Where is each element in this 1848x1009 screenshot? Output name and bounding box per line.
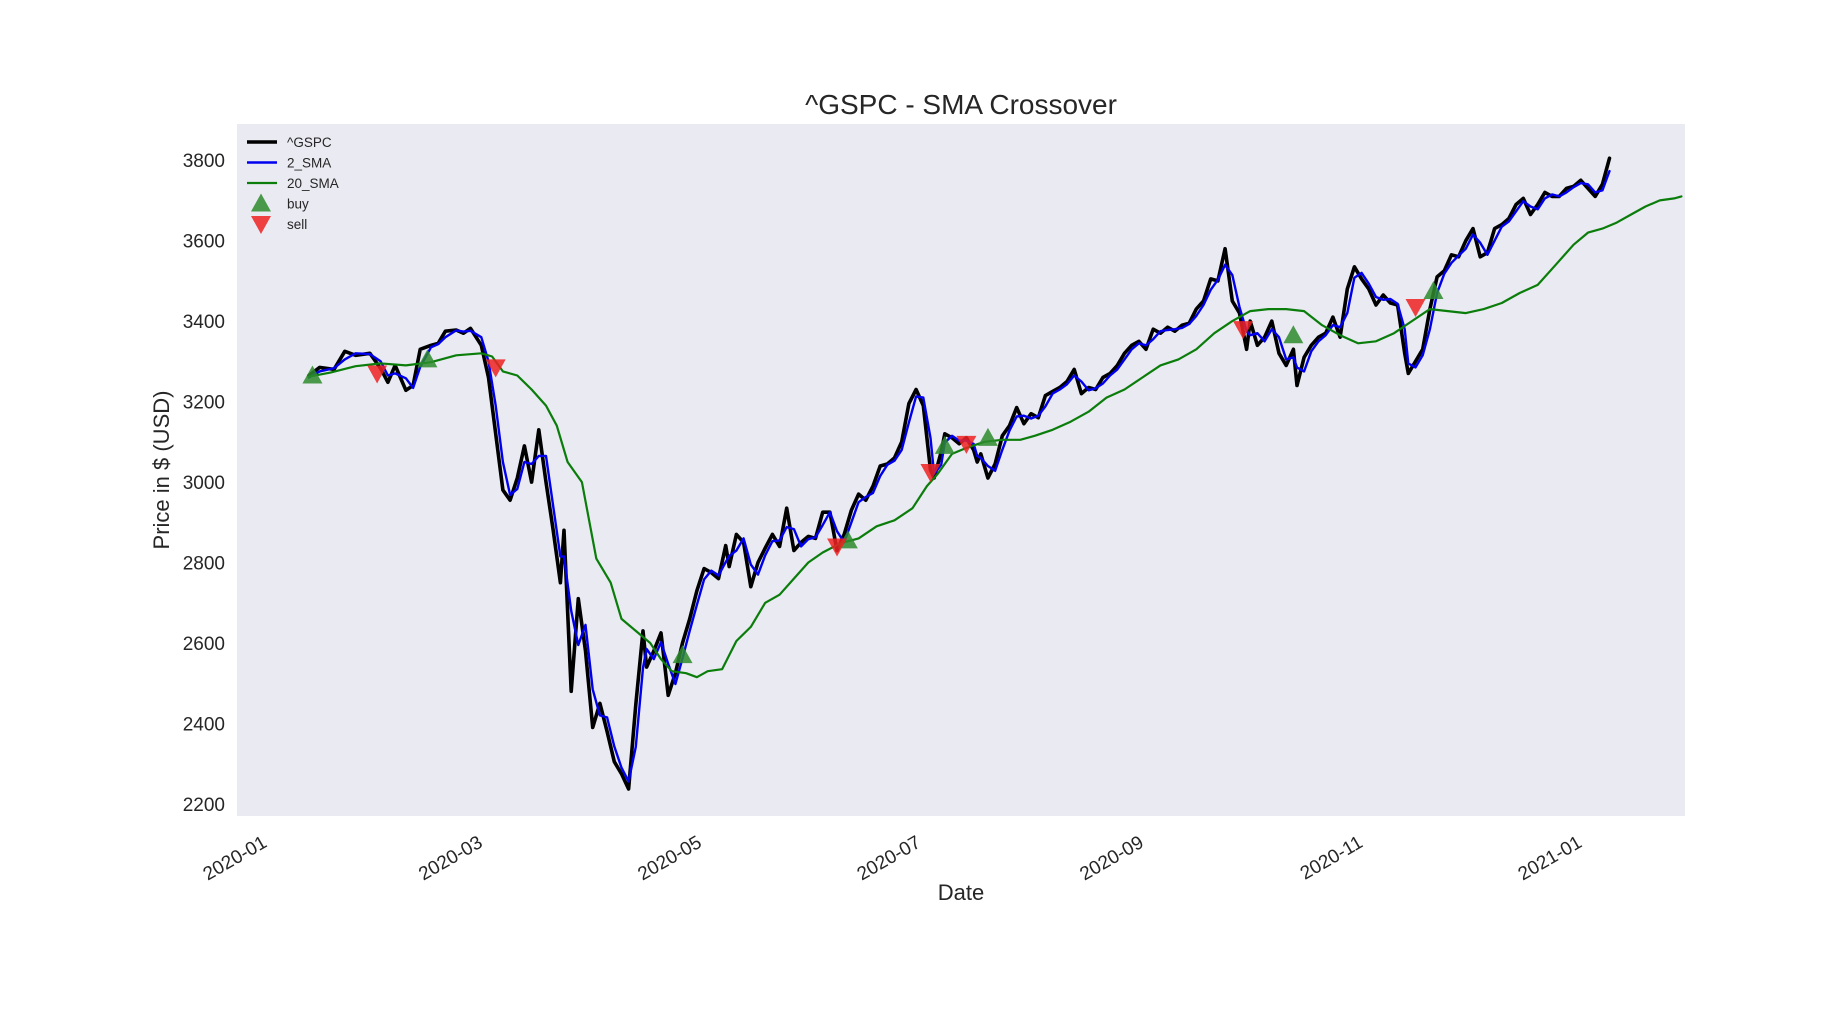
x-tick-label: 2020-05 <box>635 832 706 885</box>
buy-marker <box>302 365 323 384</box>
y-tick-label: 2200 <box>183 795 225 816</box>
y-tick-label: 3000 <box>183 473 225 494</box>
buy-marker <box>934 435 955 454</box>
buy-marker <box>417 349 438 368</box>
y-tick-label: 3400 <box>183 312 225 333</box>
legend-label: sell <box>287 217 307 232</box>
sma-2-line <box>307 169 1611 783</box>
sell-marker <box>485 359 506 378</box>
x-tick-label: 2020-11 <box>1297 832 1367 884</box>
legend-label: ^GSPC <box>287 135 332 150</box>
y-tick-label: 3800 <box>183 151 225 172</box>
plot-area <box>237 124 1685 816</box>
sell-marker <box>1233 321 1254 340</box>
x-tick-label: 2020-07 <box>854 832 925 885</box>
x-axis: 2020-01 2020-03 2020-05 2020-07 2020-09 2020-… <box>200 832 1586 885</box>
buy-marker <box>1423 280 1444 299</box>
y-axis: 2200 2400 2600 2800 3000 3200 3400 3600 3800 <box>183 151 225 816</box>
legend-label: 20_SMA <box>287 176 339 191</box>
x-axis-label: Date <box>938 880 984 905</box>
sell-marker <box>827 538 848 557</box>
y-tick-label: 2600 <box>183 634 225 655</box>
x-tick-label: 2020-09 <box>1076 832 1147 885</box>
legend-swatch-sell <box>251 216 271 234</box>
sell-marker <box>920 464 941 483</box>
y-tick-label: 3600 <box>183 232 225 253</box>
x-tick-label: 2020-03 <box>415 832 486 885</box>
sell-marker <box>956 435 977 454</box>
buy-marker <box>1283 325 1304 344</box>
chart-title: ^GSPC - SMA Crossover <box>805 89 1117 120</box>
y-tick-label: 3200 <box>183 393 225 414</box>
legend-swatch-buy <box>251 193 271 212</box>
legend-label: 2_SMA <box>287 156 331 171</box>
y-tick-label: 2400 <box>183 714 225 735</box>
buy-marker <box>977 427 998 446</box>
x-tick-label: 2021-01 <box>1515 832 1586 885</box>
y-tick-label: 2800 <box>183 554 225 575</box>
sell-marker <box>1405 299 1426 318</box>
sell-marker <box>367 365 388 384</box>
marker-layer <box>302 280 1444 664</box>
legend-label: buy <box>287 197 309 212</box>
y-axis-label: Price in $ (USD) <box>149 391 174 550</box>
x-tick-label: 2020-01 <box>200 832 271 885</box>
buy-marker <box>672 645 693 664</box>
